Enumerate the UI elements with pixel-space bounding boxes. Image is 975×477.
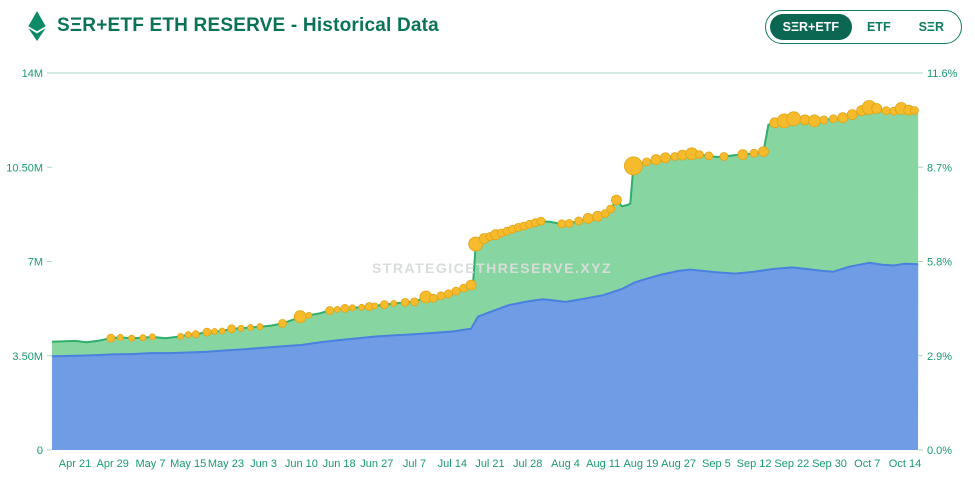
x-axis-label: Jul 14 xyxy=(438,458,467,470)
x-axis-label: Aug 27 xyxy=(661,458,696,470)
y-axis-left: 0 3.50M 7M 10.50M 14M xyxy=(6,68,52,457)
y-axis-right-label: 8.7% xyxy=(927,162,952,174)
x-axis-label: Apr 21 xyxy=(59,458,91,470)
page-title: SΞR+ETF ETH RESERVE - Historical Data xyxy=(57,15,439,36)
x-axis-label: Sep 30 xyxy=(812,458,847,470)
x-axis-label: Aug 19 xyxy=(623,458,658,470)
y-axis-left-label: 10.50M xyxy=(6,162,43,174)
toggle-ser-etf-button[interactable]: SΞR+ETF xyxy=(769,14,852,40)
toggle-ser-button[interactable]: SΞR xyxy=(906,14,957,40)
y-axis-right-label: 0.0% xyxy=(927,445,952,457)
x-axis-label: Jul 28 xyxy=(513,458,542,470)
y-axis-left-label: 3.50M xyxy=(12,351,43,363)
x-axis-label: Jun 18 xyxy=(323,458,356,470)
x-axis-labels: Apr 21 Apr 29 May 7 May 15 May 23 Jun 3 Jun 10… xyxy=(59,458,921,470)
x-axis-label: May 23 xyxy=(208,458,244,470)
ethereum-diamond-icon xyxy=(28,11,46,41)
x-axis-label: Oct 7 xyxy=(854,458,880,470)
x-axis-label: Jun 27 xyxy=(360,458,393,470)
etf-reserve-area-line xyxy=(51,261,919,358)
x-axis-label: Jul 21 xyxy=(475,458,504,470)
x-axis-label: Aug 4 xyxy=(551,458,580,470)
x-axis-label: Apr 29 xyxy=(96,458,128,470)
x-axis-label: May 15 xyxy=(170,458,206,470)
x-axis-label: Sep 12 xyxy=(737,458,772,470)
x-axis-label: Sep 5 xyxy=(702,458,731,470)
view-toggle-group: SΞR+ETF ETF SΞR xyxy=(764,10,962,44)
y-axis-right-label: 5.8% xyxy=(927,257,952,269)
x-axis-label: Jul 7 xyxy=(403,458,426,470)
y-axis-left-label: 7M xyxy=(28,257,43,269)
x-axis-label: May 7 xyxy=(136,458,166,470)
x-axis-label: Oct 14 xyxy=(889,458,921,470)
x-axis-label: Sep 22 xyxy=(774,458,809,470)
x-axis-label: Aug 11 xyxy=(586,458,620,470)
y-axis-right-label: 11.6% xyxy=(927,68,958,80)
y-axis-left-label: 14M xyxy=(22,68,43,80)
y-axis-right-label: 2.9% xyxy=(927,351,952,363)
etf-reserve-area xyxy=(52,262,919,450)
y-axis-right: 0.0% 2.9% 5.8% 8.7% 11.6% xyxy=(918,68,958,457)
page-header: SΞR+ETF ETH RESERVE - Historical Data xyxy=(27,9,439,43)
toggle-etf-button[interactable]: ETF xyxy=(854,14,904,40)
x-axis-label: Jun 3 xyxy=(250,458,277,470)
y-axis-left-label: 0 xyxy=(37,445,43,457)
purchase-markers[interactable] xyxy=(106,100,919,343)
x-axis-label: Jun 10 xyxy=(285,458,318,470)
